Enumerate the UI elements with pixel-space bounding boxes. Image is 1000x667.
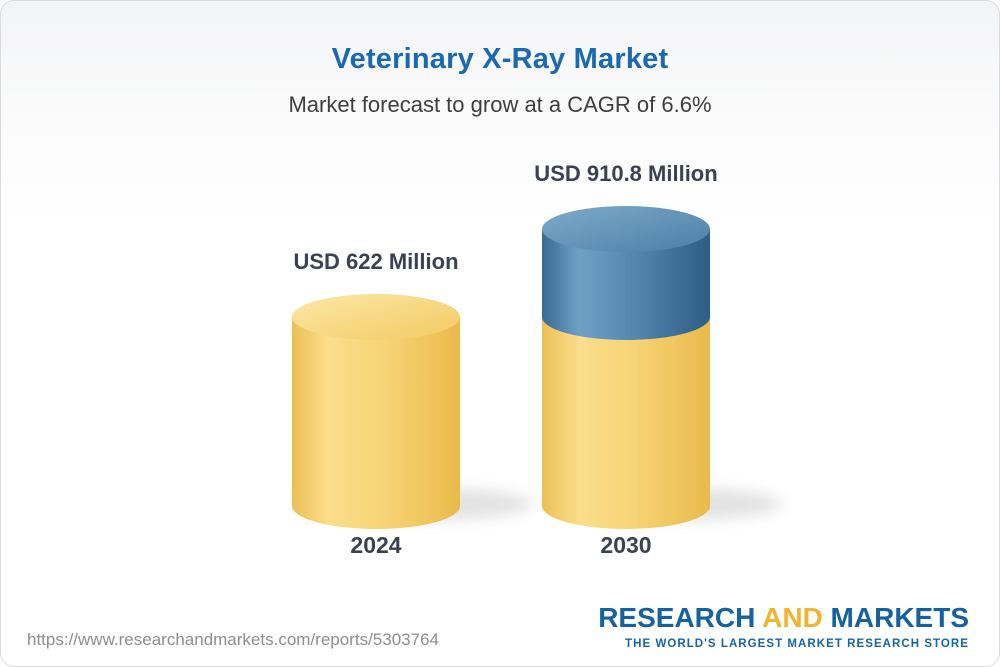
axis-label-2024: 2024 [350, 532, 402, 558]
cylinder-top-face-blue [542, 206, 710, 252]
logo-tagline: THE WORLD'S LARGEST MARKET RESEARCH STOR… [625, 638, 969, 650]
cylinder-body-yellow-2024 [292, 317, 460, 529]
cylinder-shadow [586, 488, 782, 520]
chart-subtitle: Market forecast to grow at a CAGR of 6.6… [288, 92, 712, 117]
logo-markets: MARKETS [830, 602, 969, 633]
cylinder-body-yellow-2030 [542, 317, 710, 529]
logo-wordmark: RESEARCH AND MARKETS [598, 604, 969, 632]
value-label-2030: USD 910.8 Million [534, 161, 718, 186]
axis-label-2030: 2030 [600, 532, 652, 558]
logo-and: AND [762, 602, 823, 633]
cylinder-body-blue-2030 [542, 229, 710, 340]
chart-header: Veterinary X-Ray Market Market forecast … [1, 43, 999, 118]
value-label-2024: USD 622 Million [293, 249, 459, 274]
company-logo: RESEARCH AND MARKETS THE WORLD'S LARGEST… [598, 604, 969, 651]
logo-research: RESEARCH [598, 602, 756, 633]
cylinder-shadow [336, 488, 532, 520]
chart-title: Veterinary X-Ray Market [331, 43, 669, 75]
cylinder-top-face-yellow [292, 294, 460, 340]
report-url-link[interactable]: https://www.researchandmarkets.com/repor… [27, 630, 439, 649]
